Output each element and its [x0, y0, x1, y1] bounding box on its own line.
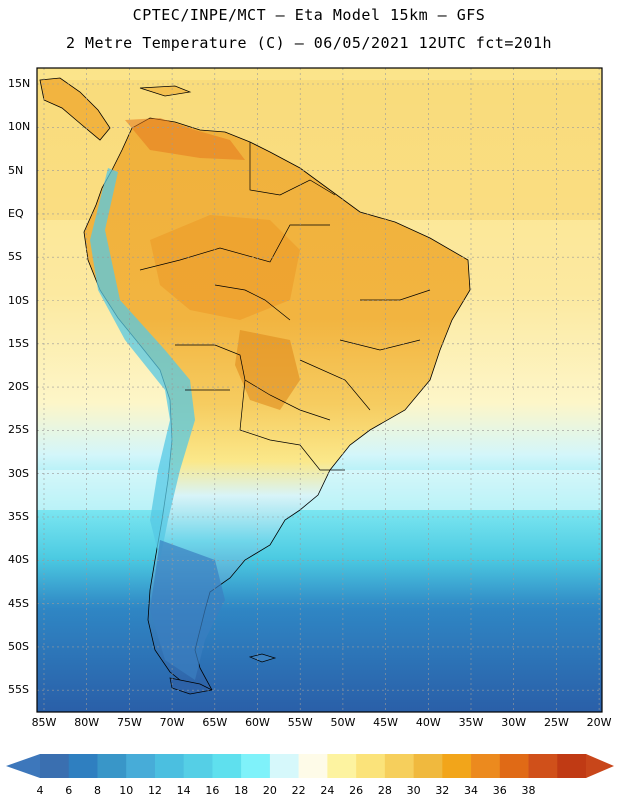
- lat-label: EQ: [8, 206, 24, 220]
- colorbar-min-arrow: [6, 754, 40, 778]
- colorbar-swatch: [384, 754, 414, 778]
- lat-label: 55S: [8, 683, 29, 697]
- colorbar-label: 8: [93, 784, 101, 797]
- colorbar-swatch: [413, 754, 443, 778]
- colorbar-label: 30: [406, 784, 421, 797]
- lon-label: 30W: [501, 716, 527, 729]
- colorbar-label: 14: [176, 784, 191, 797]
- lat-label: 20S: [8, 380, 29, 394]
- lat-label: 10S: [8, 293, 29, 307]
- colorbar-swatch: [97, 754, 127, 778]
- colorbar-swatch: [557, 754, 587, 778]
- lon-label: 70W: [159, 716, 185, 729]
- lat-label: 30S: [8, 466, 29, 480]
- lat-label: 50S: [8, 639, 29, 653]
- title-line-2: 2 Metre Temperature (C) – 06/05/2021 12U…: [65, 34, 553, 52]
- lat-label: 25S: [8, 423, 29, 437]
- lat-label: 5N: [8, 163, 24, 177]
- lon-label: 80W: [74, 716, 100, 729]
- lon-label: 35W: [458, 716, 484, 729]
- colorbar-swatch: [499, 754, 529, 778]
- lon-label: 50W: [330, 716, 356, 729]
- colorbar-label: 28: [377, 784, 392, 797]
- tierra-del-fuego: [169, 677, 214, 695]
- patagonia-cold: [150, 540, 225, 680]
- title-line-1: CPTEC/INPE/MCT – Eta Model 15km – GFS: [132, 6, 486, 24]
- colorbar-label: 20: [262, 784, 277, 797]
- colorbar-label: 32: [435, 784, 450, 797]
- lon-label: 20W: [586, 716, 612, 729]
- lat-label: 5S: [8, 250, 22, 264]
- lon-label: 55W: [287, 716, 313, 729]
- colorbar-label: 36: [492, 784, 507, 797]
- colorbar-label: 16: [205, 784, 220, 797]
- lat-label: 35S: [8, 510, 29, 523]
- lon-label: 75W: [116, 716, 142, 729]
- colorbar-label: 26: [349, 784, 364, 797]
- colorbar-swatch: [154, 754, 184, 778]
- colorbar-swatch: [298, 754, 328, 778]
- lon-label: 45W: [373, 716, 399, 729]
- colorbar: [6, 754, 614, 778]
- colorbar-swatch: [356, 754, 386, 778]
- lat-label: 15N: [8, 77, 31, 90]
- colorbar-swatch: [126, 754, 156, 778]
- colorbar-swatch: [68, 754, 98, 778]
- colorbar-label: 38: [521, 784, 536, 797]
- lon-label: 40W: [415, 716, 441, 729]
- colorbar-max-arrow: [586, 754, 614, 778]
- colorbar-label: 12: [147, 784, 162, 797]
- map-frame: [36, 67, 603, 713]
- hot-region-pantanal: [235, 330, 300, 410]
- colorbar-swatch: [327, 754, 357, 778]
- colorbar-swatch: [241, 754, 271, 778]
- hot-region-amazon: [150, 215, 300, 320]
- lat-label: 10N: [8, 120, 31, 134]
- colorbar-swatch: [442, 754, 472, 778]
- lat-label: 40S: [8, 553, 29, 567]
- colorbar-swatch: [183, 754, 213, 778]
- lon-label: 65W: [202, 716, 228, 729]
- colorbar-swatch: [471, 754, 501, 778]
- colorbar-label: 6: [65, 784, 73, 797]
- colorbar-label: 10: [119, 784, 134, 797]
- caribbean-island: [139, 85, 192, 97]
- colorbar-label: 24: [320, 784, 335, 797]
- falkland-islands: [248, 653, 277, 663]
- lat-label: 45S: [8, 596, 29, 610]
- colorbar-swatch: [269, 754, 299, 778]
- colorbar-swatch: [528, 754, 558, 778]
- lon-label: 25W: [543, 716, 569, 729]
- central-america-land: [39, 77, 111, 141]
- colorbar-label: 34: [464, 784, 479, 797]
- colorbar-label: 22: [291, 784, 306, 797]
- colorbar-swatch: [40, 754, 70, 778]
- colorbar-label: 4: [36, 784, 44, 797]
- lat-label: 15S: [8, 336, 29, 350]
- lon-label: 60W: [245, 716, 270, 729]
- lon-label: 85W: [31, 716, 57, 729]
- graticule: [37, 68, 602, 712]
- colorbar-label: 18: [234, 784, 249, 797]
- colorbar-swatch: [212, 754, 242, 778]
- andes-cold-strip: [90, 168, 195, 560]
